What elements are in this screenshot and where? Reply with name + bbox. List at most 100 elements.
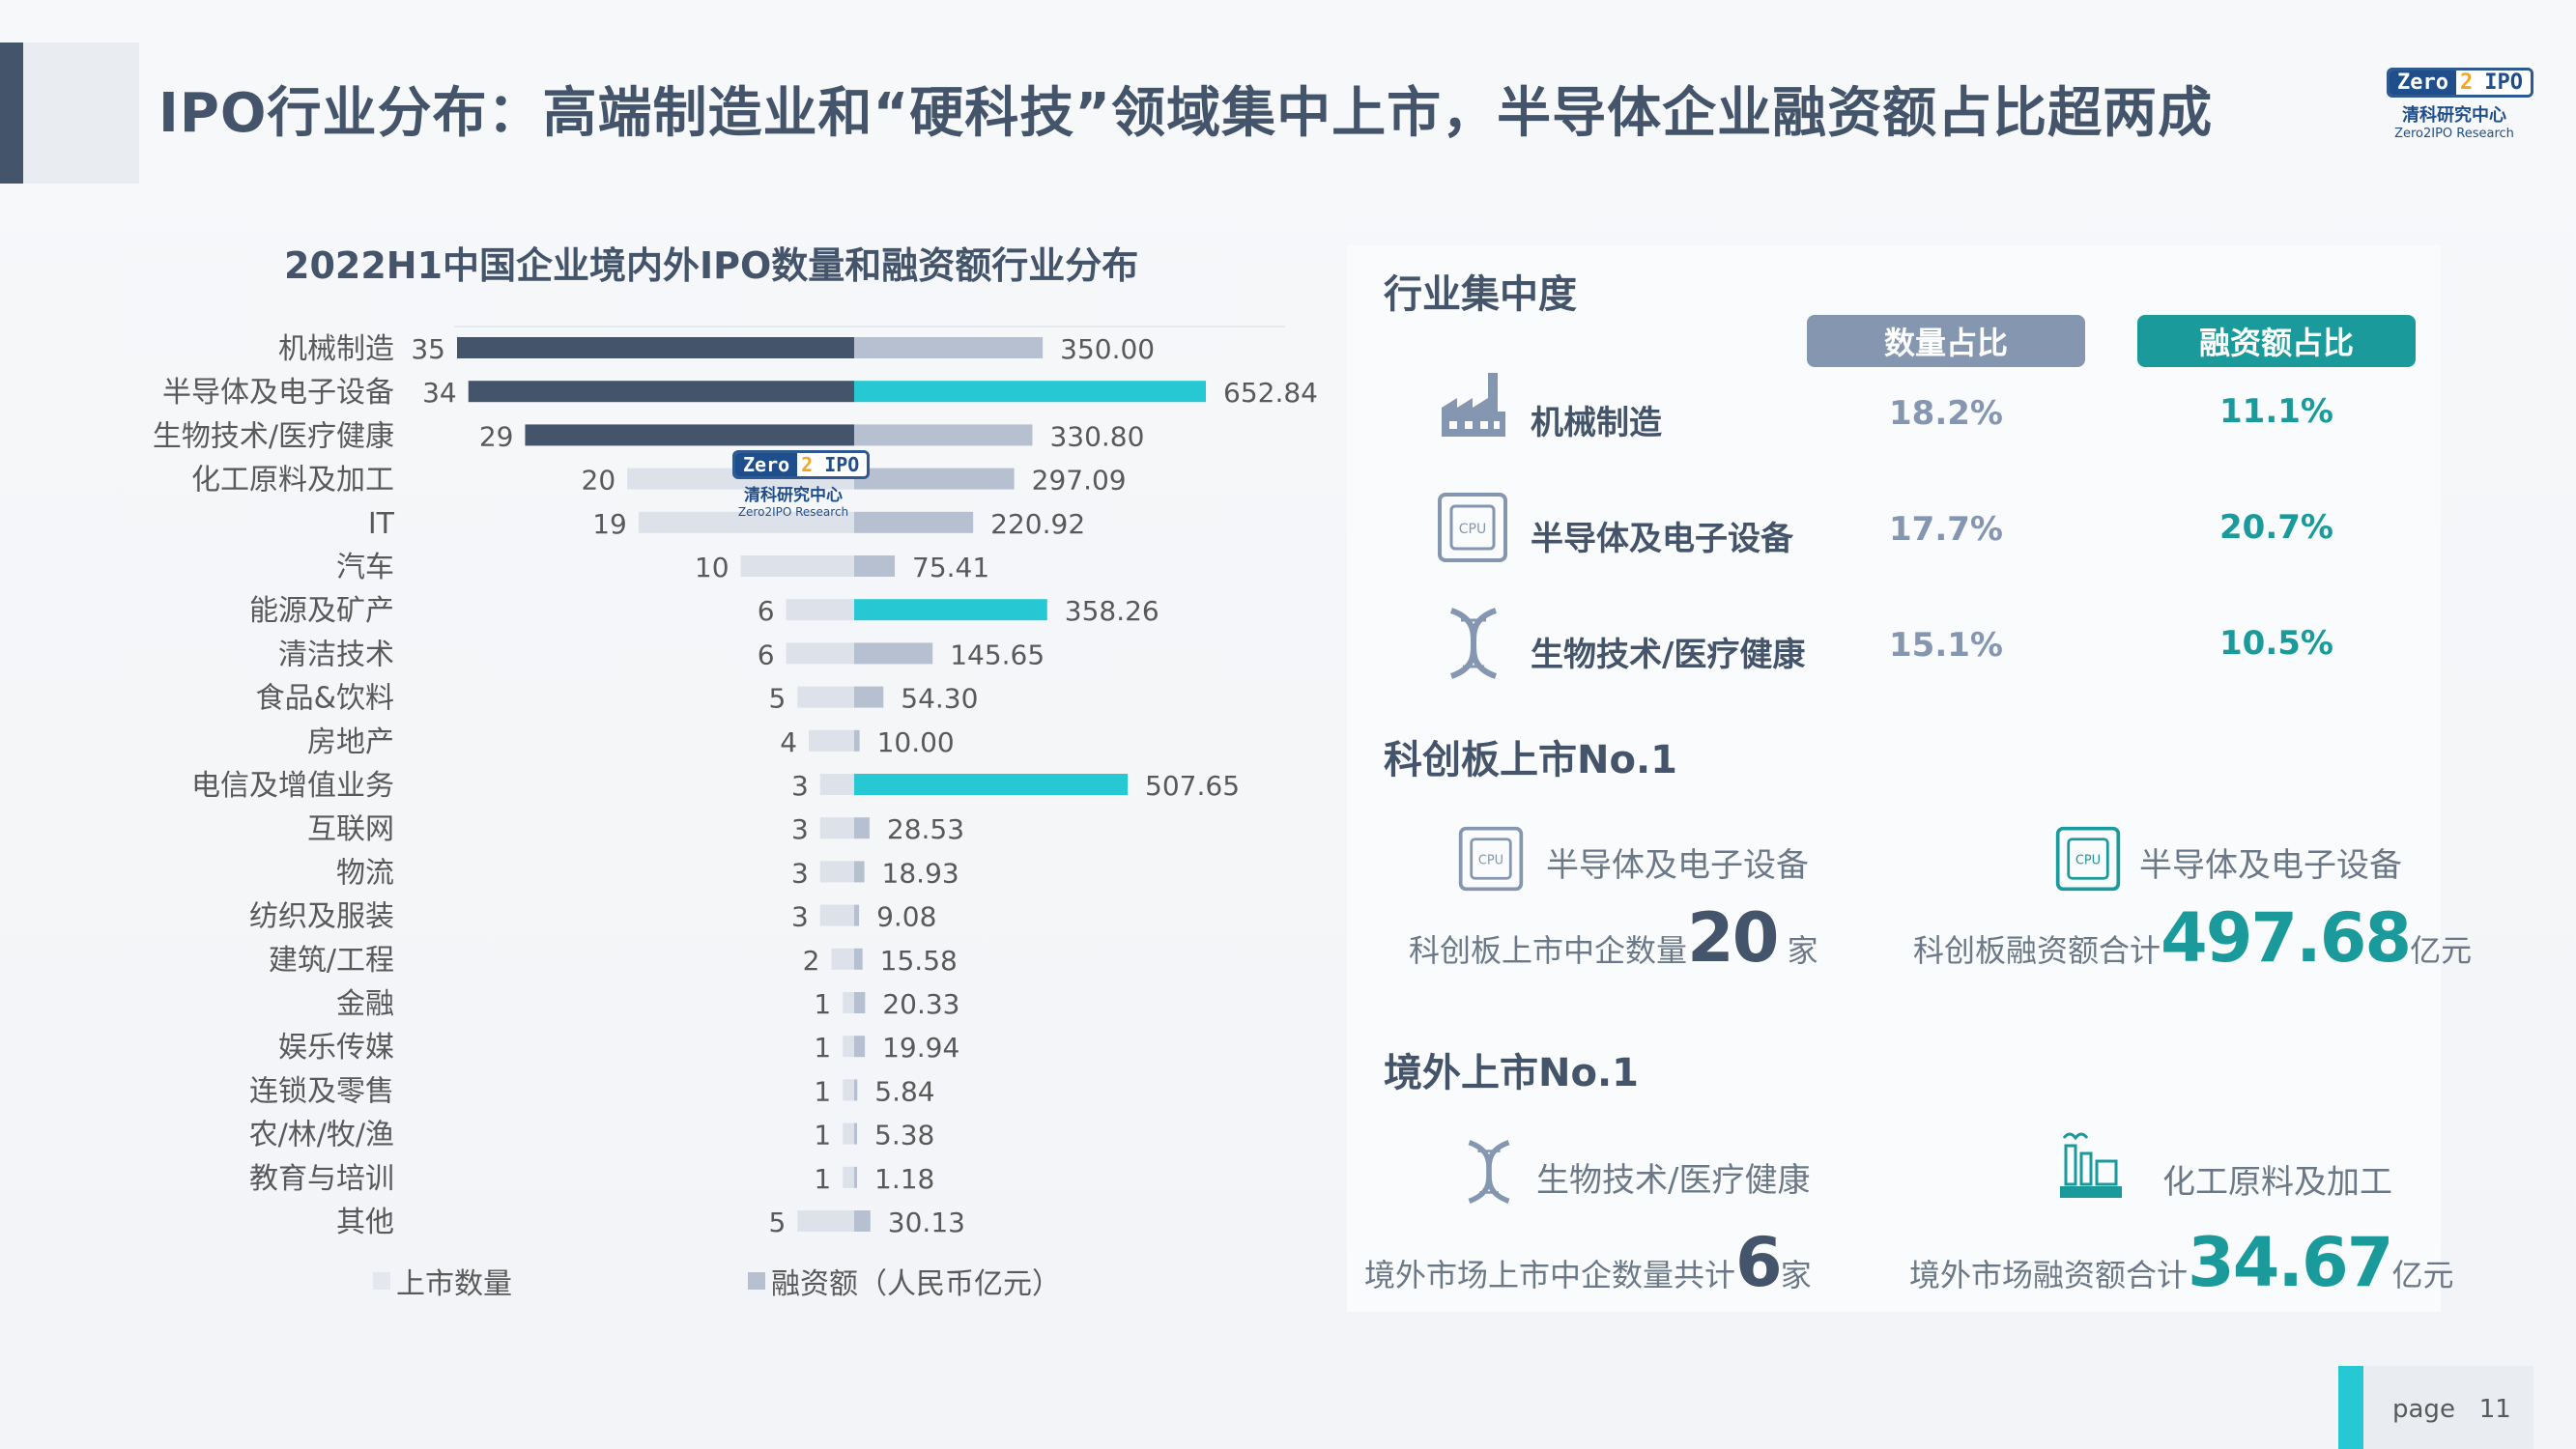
count-bar <box>819 774 854 795</box>
amount-bar <box>854 1166 857 1188</box>
amount-data-label: 19.94 <box>882 1032 959 1064</box>
count-data-label: 4 <box>780 726 797 758</box>
amount-data-label: 330.80 <box>1049 420 1144 452</box>
count-data-label: 20 <box>582 465 616 497</box>
category-label: 机械制造 <box>278 332 394 366</box>
page-number: page 11 <box>2392 1395 2511 1424</box>
count-data-label: 5 <box>768 1207 786 1236</box>
count-share-value: 15.1% <box>1889 626 2003 665</box>
amount-data-label: 15.58 <box>880 945 958 977</box>
overseas-left-industry: 生物技术/医疗健康 <box>1536 1161 1811 1200</box>
svg-text:CPU: CPU <box>2075 854 2101 868</box>
amount-bar <box>854 861 865 883</box>
zero2ipo-logo: Zero 2 IPO 清科研究中心 Zero2IPO Research <box>2387 68 2533 141</box>
count-bar <box>786 642 854 665</box>
category-label: 纺织及服装 <box>249 900 394 934</box>
category-label: 房地产 <box>307 725 394 759</box>
category-label: 电信及增值业务 <box>191 769 394 803</box>
count-bar <box>843 992 854 1013</box>
category-label: 教育与培训 <box>249 1162 394 1196</box>
count-share-value: 17.7% <box>1889 510 2003 549</box>
category-label: 连锁及零售 <box>249 1074 394 1108</box>
amount-bar <box>854 511 974 533</box>
dna-icon <box>1468 1140 1510 1204</box>
count-bar <box>843 1079 854 1101</box>
concentration-title: 行业集中度 <box>1384 272 1577 317</box>
amount-bar <box>854 774 1129 795</box>
cpu-icon: CPU <box>2055 826 2121 892</box>
logo-en-text: Zero2IPO Research <box>737 505 849 519</box>
overseas-count-stat: 境外市场上市中企数量共计6家 <box>1364 1223 1812 1302</box>
svg-text:CPU: CPU <box>1459 522 1486 537</box>
amount-bar <box>854 992 866 1013</box>
amount-data-label: 9.08 <box>876 901 936 933</box>
amount-data-label: 358.26 <box>1065 595 1159 627</box>
category-label: 汽车 <box>336 551 394 584</box>
category-label: 建筑/工程 <box>269 944 394 978</box>
amount-data-label: 18.93 <box>882 857 959 889</box>
header-accent-block <box>23 43 139 184</box>
amount-data-label: 30.13 <box>888 1207 965 1236</box>
amount-data-label: 1.18 <box>874 1163 934 1195</box>
overseas-right-industry: 化工原料及加工 <box>2162 1163 2392 1202</box>
amount-data-label: 220.92 <box>990 508 1085 540</box>
count-data-label: 3 <box>791 770 809 802</box>
star-count-value: 20 <box>1687 898 1779 978</box>
count-bar <box>819 817 854 839</box>
chart-title: 2022H1中国企业境内外IPO数量和融资额行业分布 <box>284 244 1139 287</box>
count-data-label: 1 <box>814 1032 831 1064</box>
amount-bar <box>854 686 884 708</box>
concentration-row-label: 生物技术/医疗健康 <box>1531 636 1806 674</box>
star-market-title: 科创板上市No.1 <box>1384 738 1677 782</box>
count-bar <box>468 381 854 403</box>
star-amount-stat: 科创板融资额合计497.68亿元 <box>1913 898 2473 978</box>
amount-data-label: 507.65 <box>1145 770 1240 802</box>
amount-data-label: 75.41 <box>912 552 989 583</box>
amount-bar <box>854 1122 857 1145</box>
amount-share-value: 10.5% <box>2219 624 2333 663</box>
legend-amount-swatch <box>748 1272 765 1290</box>
count-bar <box>786 599 854 621</box>
amount-bar <box>854 468 1015 490</box>
amount-data-label: 350.00 <box>1060 333 1155 365</box>
star-right-industry: 半导体及电子设备 <box>2139 846 2402 885</box>
count-bar <box>797 686 854 708</box>
logo-cn-text: 清科研究中心 <box>2402 105 2506 126</box>
footer-block <box>2363 1366 2533 1449</box>
amount-bar <box>854 642 933 665</box>
concentration-row-label: 机械制造 <box>1531 404 1662 442</box>
count-data-label: 3 <box>791 901 809 933</box>
amount-bar <box>854 1079 858 1101</box>
summary-panel <box>1347 245 2441 1312</box>
amount-bar <box>854 904 860 926</box>
chemical-plant-icon <box>2060 1132 2122 1198</box>
amount-share-header: 融资额占比 <box>2137 315 2416 367</box>
category-label: 半导体及电子设备 <box>162 376 394 410</box>
category-label: IT <box>368 507 395 541</box>
count-data-label: 1 <box>814 988 831 1020</box>
factory-icon <box>1442 373 1505 437</box>
amount-bar <box>854 337 1044 358</box>
count-bar <box>843 1166 854 1188</box>
category-label: 互联网 <box>307 812 394 846</box>
count-bar <box>843 1036 854 1058</box>
count-data-label: 3 <box>791 813 809 845</box>
count-bar <box>843 1122 854 1145</box>
count-data-label: 34 <box>422 377 457 409</box>
count-data-label: 6 <box>758 639 775 670</box>
amount-share-value: 11.1% <box>2219 392 2333 431</box>
amount-bar <box>854 1210 871 1232</box>
count-data-label: 1 <box>814 1075 831 1107</box>
amount-bar <box>854 817 870 839</box>
category-label: 清洁技术 <box>278 638 394 671</box>
category-label: 农/林/牧/渔 <box>249 1119 394 1152</box>
count-data-label: 19 <box>592 508 627 540</box>
amount-data-label: 5.84 <box>874 1075 934 1107</box>
header-accent-bar <box>0 43 23 184</box>
count-share-value: 18.2% <box>1889 394 2003 433</box>
category-label: 娱乐传媒 <box>278 1031 394 1065</box>
legend-count: 上市数量 <box>373 1260 512 1302</box>
count-data-label: 6 <box>758 595 775 627</box>
page-title: IPO行业分布：高端制造业和“硬科技”领域集中上市，半导体企业融资额占比超两成 <box>158 82 2214 145</box>
